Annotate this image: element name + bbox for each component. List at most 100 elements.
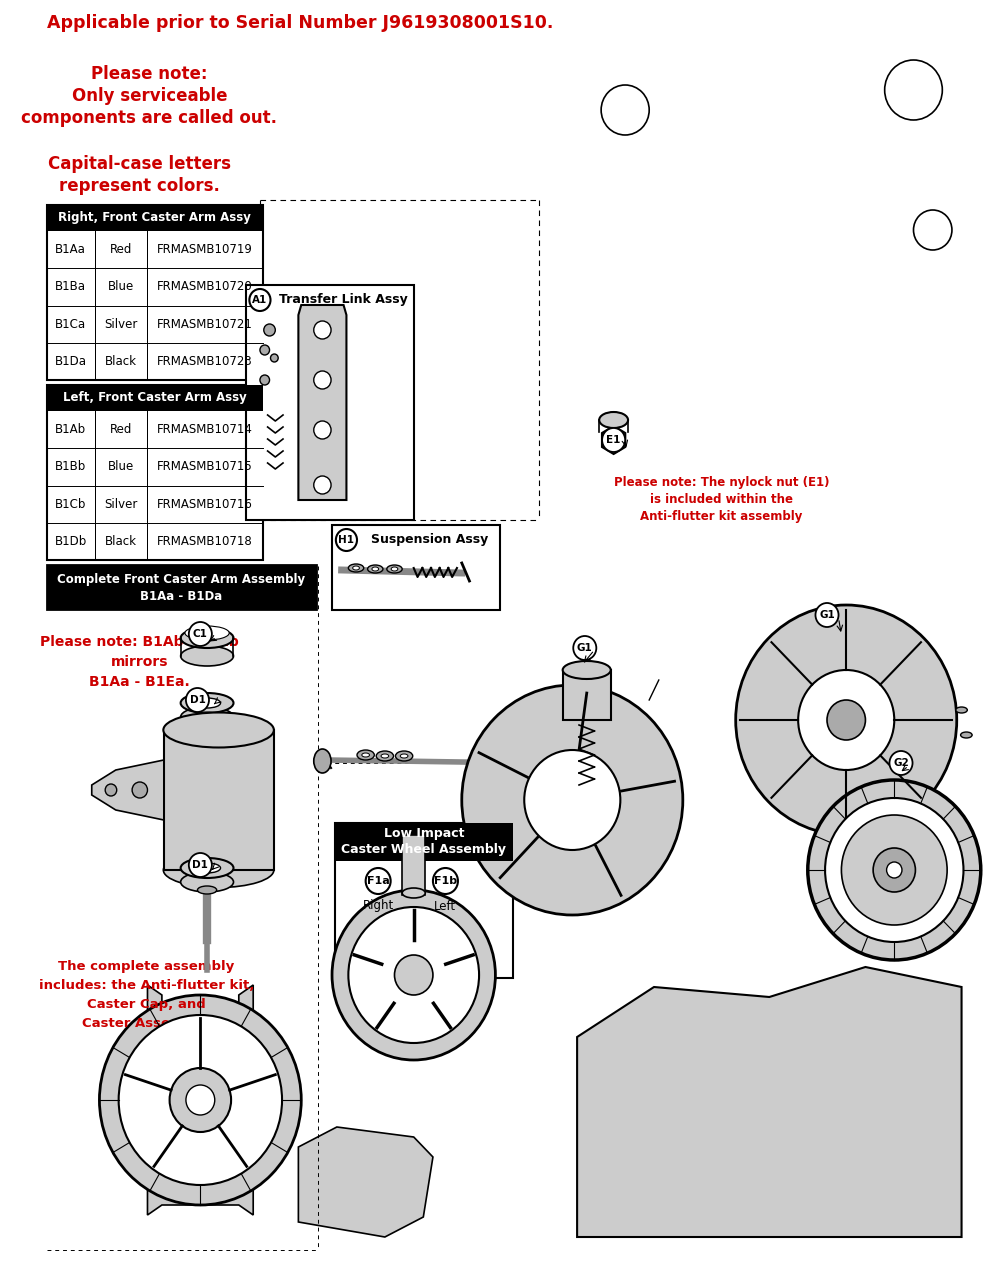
Circle shape (105, 784, 117, 796)
Ellipse shape (181, 707, 234, 727)
Bar (402, 835, 425, 895)
Ellipse shape (194, 712, 221, 722)
Text: Applicable prior to Serial Number J9619308001S10.: Applicable prior to Serial Number J96193… (47, 14, 553, 32)
Text: FRMASMB10715: FRMASMB10715 (157, 460, 253, 474)
Polygon shape (793, 620, 899, 815)
Circle shape (170, 1068, 231, 1131)
Ellipse shape (194, 863, 221, 873)
Text: Right: Right (363, 900, 394, 912)
Text: Low Impact: Low Impact (384, 827, 464, 840)
Ellipse shape (381, 754, 389, 758)
Circle shape (314, 421, 331, 438)
Text: B1Cb: B1Cb (55, 498, 86, 511)
Ellipse shape (181, 858, 234, 878)
Bar (563, 670, 611, 720)
Text: FRMASMB10714: FRMASMB10714 (157, 423, 253, 436)
Ellipse shape (368, 565, 383, 573)
Text: B1Bb: B1Bb (55, 460, 86, 474)
Ellipse shape (956, 707, 967, 713)
Text: Left: Left (434, 900, 456, 912)
Circle shape (348, 907, 479, 1043)
Circle shape (260, 375, 270, 385)
Ellipse shape (181, 646, 234, 666)
Circle shape (887, 862, 902, 878)
Text: Capital-case letters: Capital-case letters (48, 155, 231, 174)
Bar (47, 565, 316, 609)
Circle shape (798, 670, 894, 770)
Text: Red: Red (110, 243, 132, 256)
Ellipse shape (372, 568, 379, 571)
Circle shape (841, 815, 947, 925)
Circle shape (889, 751, 913, 775)
Text: Anti-flutter kit assembly: Anti-flutter kit assembly (640, 511, 802, 523)
Text: B1Ca: B1Ca (55, 318, 86, 331)
Ellipse shape (197, 886, 217, 895)
Circle shape (314, 321, 331, 340)
Ellipse shape (563, 661, 611, 679)
Circle shape (433, 868, 458, 895)
Circle shape (885, 60, 942, 120)
Polygon shape (602, 426, 625, 454)
Text: Caster Cap, and: Caster Cap, and (87, 998, 206, 1011)
Text: Red: Red (110, 423, 132, 436)
Bar (335, 824, 513, 862)
Circle shape (271, 353, 278, 362)
Ellipse shape (357, 750, 374, 760)
Circle shape (264, 324, 275, 336)
Text: FRMASMB10721: FRMASMB10721 (157, 318, 253, 331)
Circle shape (873, 848, 915, 892)
Ellipse shape (376, 751, 394, 761)
Polygon shape (577, 967, 962, 1237)
Text: G1: G1 (577, 642, 593, 653)
Circle shape (394, 955, 433, 995)
Circle shape (815, 603, 839, 627)
Text: represent colors.: represent colors. (59, 177, 220, 195)
Text: A1: A1 (252, 295, 268, 305)
Text: Caster Assembly.: Caster Assembly. (82, 1017, 211, 1030)
Bar (335, 824, 513, 978)
Ellipse shape (353, 566, 359, 570)
Polygon shape (298, 305, 346, 500)
Text: Black: Black (105, 355, 137, 367)
Circle shape (366, 868, 391, 895)
Circle shape (132, 782, 147, 798)
Text: Transfer Link Assy: Transfer Link Assy (279, 294, 407, 307)
Text: Black: Black (105, 535, 137, 547)
Ellipse shape (599, 412, 628, 428)
Circle shape (249, 289, 271, 310)
Text: FRMASMB10720: FRMASMB10720 (157, 280, 253, 294)
Circle shape (573, 636, 596, 660)
Text: Complete Front Caster Arm Assembly: Complete Front Caster Arm Assembly (57, 574, 305, 587)
Circle shape (825, 798, 963, 941)
Text: includes: the Anti-flutter kit,: includes: the Anti-flutter kit, (39, 979, 254, 992)
Ellipse shape (400, 754, 408, 758)
Ellipse shape (181, 628, 234, 647)
Bar (332, 525, 500, 609)
Text: B1Ba: B1Ba (55, 280, 86, 294)
Text: components are called out.: components are called out. (21, 109, 277, 127)
Bar (164, 730, 274, 870)
Circle shape (189, 853, 212, 877)
Circle shape (119, 1015, 282, 1185)
Text: Please note:: Please note: (91, 65, 208, 84)
Text: is included within the: is included within the (650, 493, 793, 506)
Circle shape (913, 210, 952, 250)
Ellipse shape (163, 853, 274, 887)
Bar (47, 385, 263, 411)
Ellipse shape (194, 698, 221, 708)
Bar (246, 285, 414, 519)
Text: Right, Front Caster Arm Assy: Right, Front Caster Arm Assy (58, 212, 251, 224)
Text: Blue: Blue (108, 460, 134, 474)
Text: mirrors: mirrors (111, 655, 169, 669)
Text: Left, Front Caster Arm Assy: Left, Front Caster Arm Assy (63, 392, 247, 404)
Bar (47, 385, 263, 560)
Ellipse shape (961, 732, 972, 737)
Circle shape (189, 622, 212, 646)
Text: B1Db: B1Db (54, 535, 87, 547)
Text: Suspension Assy: Suspension Assy (371, 533, 488, 546)
Text: Silver: Silver (104, 318, 138, 331)
Text: B1Aa: B1Aa (55, 243, 86, 256)
Text: E1: E1 (606, 435, 621, 445)
Circle shape (99, 995, 301, 1205)
Polygon shape (147, 984, 253, 1215)
